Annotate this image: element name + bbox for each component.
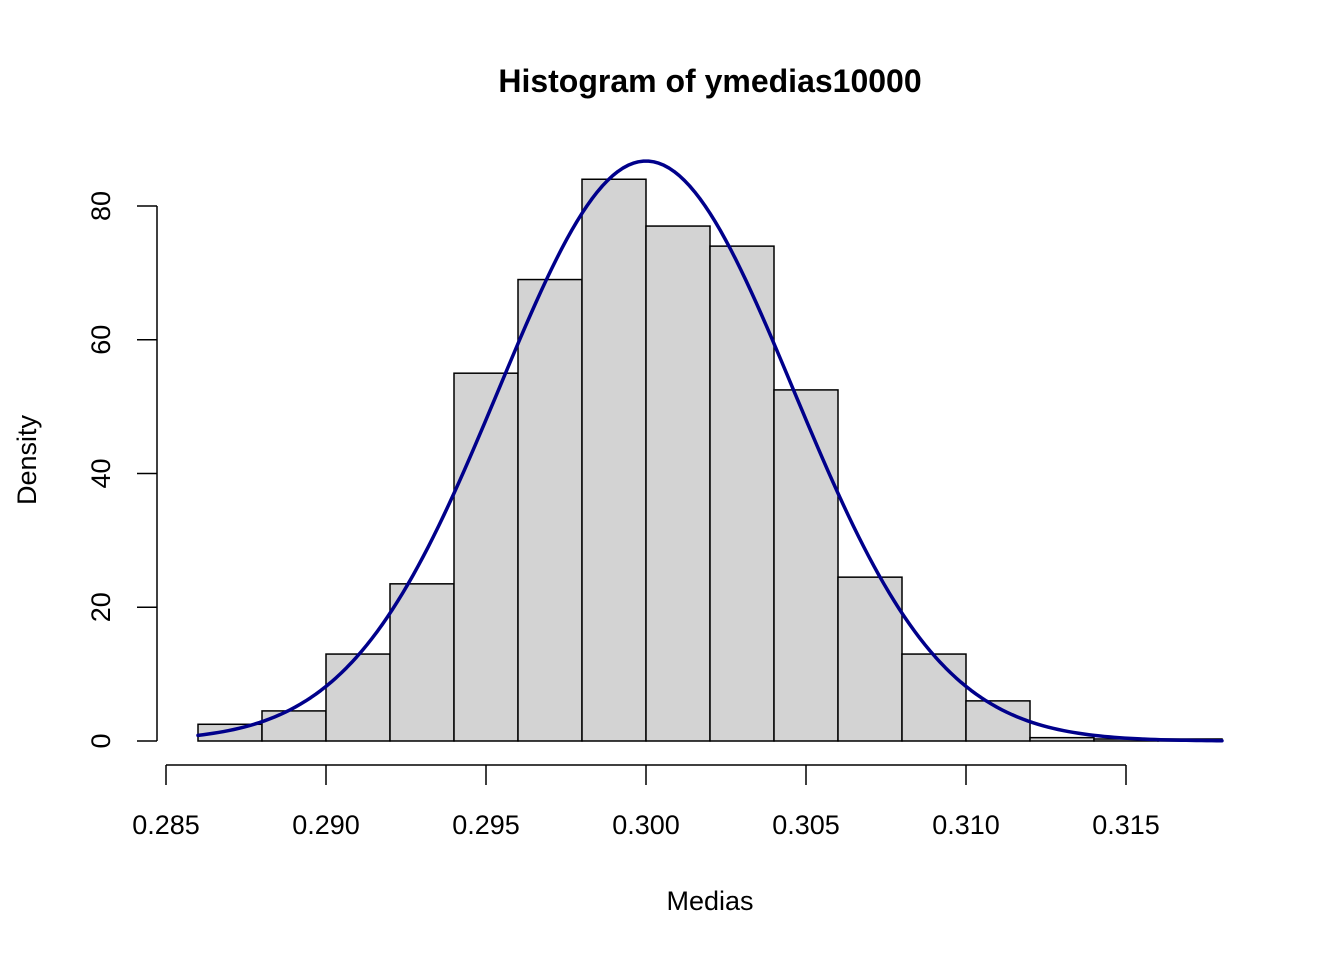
histogram-bar-8: [645, 225, 711, 742]
x-tick-label-1: 0.285: [132, 810, 200, 840]
histogram-bar-10: [773, 389, 839, 742]
x-tick-label-4: 0.300: [612, 810, 680, 840]
x-tick-label-7: 0.315: [1092, 810, 1160, 840]
y-tick-label-4: 60: [86, 325, 116, 355]
y-tick-label-5: 80: [86, 191, 116, 221]
y-tick-label-1: 0: [86, 733, 116, 748]
y-tick-label-3: 40: [86, 458, 116, 488]
y-axis-label: Density: [12, 414, 42, 505]
density-curve: [196, 159, 1224, 743]
histogram-bar-14: [1029, 736, 1095, 742]
x-tick-label-5: 0.305: [772, 810, 840, 840]
histogram-bar-4: [389, 583, 455, 742]
histogram-bar-7: [581, 178, 647, 742]
chart-title: Histogram of ymedias10000: [498, 63, 921, 99]
histogram-bar-12: [901, 653, 967, 742]
y-tick-label-2: 20: [86, 592, 116, 622]
histogram-bar-9: [709, 245, 775, 742]
x-axis-label: Medias: [666, 886, 753, 916]
x-tick-label-2: 0.290: [292, 810, 360, 840]
histogram-bar-2: [261, 710, 327, 742]
x-tick-label-6: 0.310: [932, 810, 1000, 840]
histogram-bar-11: [837, 576, 903, 742]
histogram-bar-3: [325, 653, 391, 742]
histogram-bar-5: [453, 372, 519, 742]
y-axis: 0 20 40 60 80: [86, 191, 158, 749]
histogram-bars: [197, 178, 1223, 742]
histogram-bar-6: [517, 278, 583, 742]
density-curve-layer: [196, 159, 1224, 743]
x-tick-label-3: 0.295: [452, 810, 520, 840]
x-axis: 0.285 0.290 0.295 0.300 0.305 0.310 0.315: [132, 764, 1160, 840]
